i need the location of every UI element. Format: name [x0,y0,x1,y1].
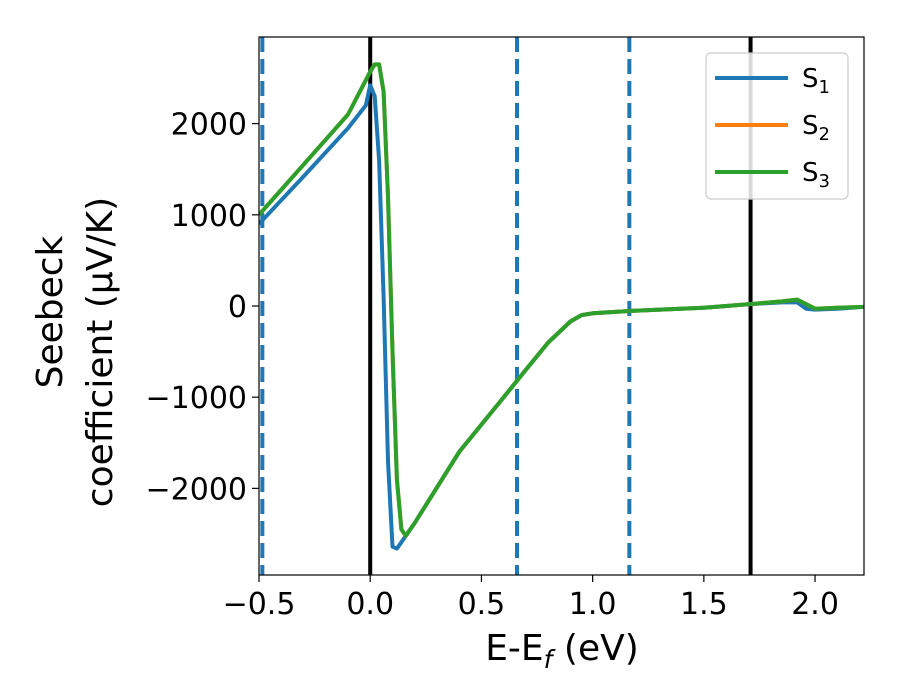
x-tick-label: 0.5 [458,587,506,622]
legend: S1 S2 S3 [705,52,849,200]
x-tick-label: −0.5 [223,587,296,622]
y-axis-label-line2: coefficient (μV/K) [80,197,121,507]
y-tick-label: 1000 [171,199,247,234]
x-tick-label: 2.0 [791,587,839,622]
legend-entry-2: S2 [802,111,830,145]
x-tick-label: 1.5 [680,587,728,622]
series-lines [259,62,864,551]
y-ticks: 2000 1000 0 −1000 −2000 [146,108,259,507]
legend-entry-3: S3 [802,158,830,192]
y-tick-label: 0 [228,290,247,325]
x-axis-label: E-Ef (eV) [485,628,639,674]
y-axis-label-line1: Seebeck [30,235,71,388]
y-tick-label: −1000 [146,381,247,416]
x-tick-label: 0.0 [346,587,394,622]
y-tick-label: −2000 [146,472,247,507]
legend-entry-1: S1 [802,64,830,98]
series-line-3 [259,62,864,538]
y-tick-label: 2000 [171,108,247,143]
x-ticks: −0.5 0.0 0.5 1.0 1.5 2.0 [223,575,839,622]
x-tick-label: 1.0 [569,587,617,622]
vertical-reference-lines [260,37,753,575]
